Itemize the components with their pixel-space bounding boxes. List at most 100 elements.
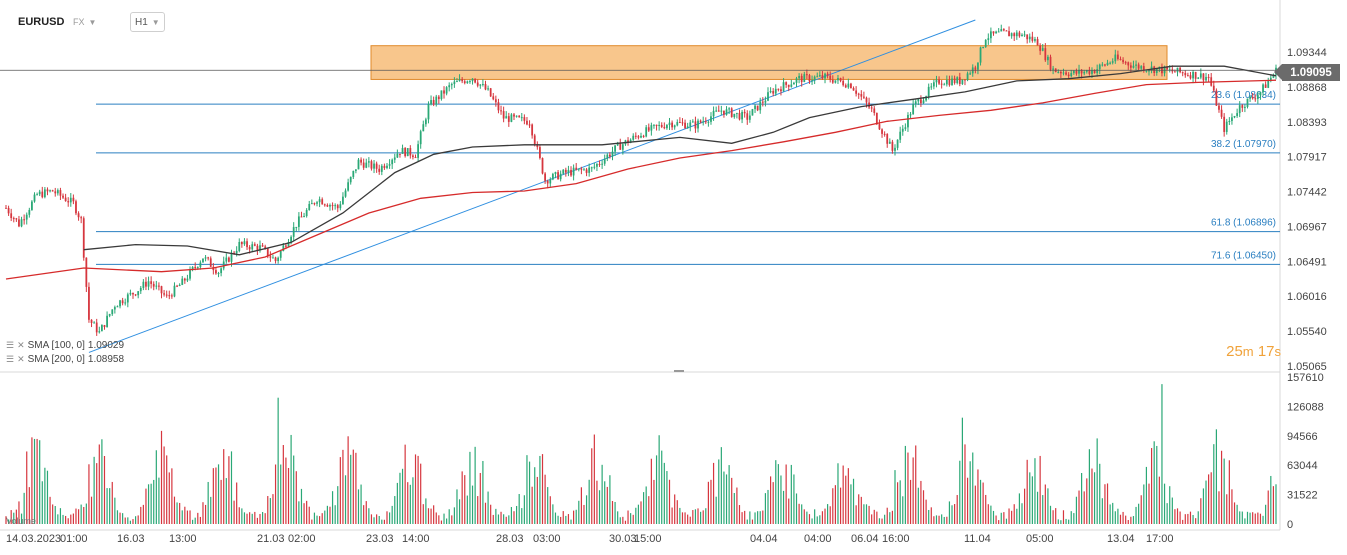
candle-body <box>362 162 365 168</box>
candle-body <box>837 78 839 81</box>
candle-body <box>383 165 386 168</box>
candle-body <box>227 257 230 262</box>
candle-body <box>585 169 588 173</box>
candle-body <box>458 79 461 82</box>
candle-body <box>982 46 985 48</box>
time-tick-label: 11.04 <box>964 533 991 545</box>
candle-body <box>1116 54 1119 60</box>
candle-body <box>666 125 668 129</box>
candle-body <box>1129 65 1132 68</box>
candle-body <box>518 115 521 118</box>
volume-indicator-label[interactable]: Volume <box>6 516 36 526</box>
candle-body <box>767 92 769 101</box>
candle-body <box>756 105 759 111</box>
candle-body <box>46 189 49 192</box>
candle-body <box>409 148 412 156</box>
price-tick-label: 1.05065 <box>1287 361 1327 373</box>
candle-body <box>997 31 1000 33</box>
time-tick-label: 02:00 <box>288 533 316 545</box>
countdown-min-unit: m <box>1242 344 1254 359</box>
candle-body <box>85 257 88 287</box>
candle-body <box>995 31 997 34</box>
candle-body <box>108 314 111 316</box>
candle-body <box>886 134 889 144</box>
candle-body <box>1096 69 1099 74</box>
candle-body <box>546 180 549 184</box>
candle-body <box>75 201 77 214</box>
fib-level-label: 38.2 (1.07970) <box>1211 139 1276 150</box>
candle-body <box>12 218 15 220</box>
candle-body <box>165 294 168 296</box>
market-label: FX <box>73 17 85 27</box>
candle-body <box>831 79 834 83</box>
candle-body <box>686 126 689 129</box>
time-tick-label: 03:00 <box>533 533 561 545</box>
candle-body <box>927 86 930 97</box>
candle-body <box>1225 121 1228 132</box>
candle-body <box>808 75 811 82</box>
candle-body <box>536 144 539 148</box>
candle-body <box>761 101 764 103</box>
candle-body <box>1036 39 1039 46</box>
settings-icon[interactable]: ☰ <box>6 340 15 350</box>
price-tick-label: 1.06016 <box>1287 291 1327 303</box>
candle-body <box>303 216 305 218</box>
candle-body <box>80 217 83 219</box>
candle-body <box>7 207 10 214</box>
candle-body <box>365 162 368 168</box>
candle-body <box>349 176 352 183</box>
indicator-sma100[interactable]: ☰ ✕ SMA [100, 0] 1.09029 <box>6 340 124 351</box>
symbol-label[interactable]: EURUSD <box>18 16 65 28</box>
candle-body <box>160 286 163 294</box>
candle-body <box>583 169 585 171</box>
candle-body <box>342 196 344 205</box>
candle-body <box>528 124 531 126</box>
close-icon[interactable]: ✕ <box>17 340 25 350</box>
timeframe-dropdown[interactable]: H1 ▼ <box>130 12 165 32</box>
candle-body <box>888 141 891 144</box>
candle-body <box>1000 29 1003 32</box>
candle-body <box>463 81 466 84</box>
indicator-value: 1.09029 <box>87 340 125 351</box>
market-dropdown-icon: ▼ <box>88 17 97 27</box>
candle-body <box>217 273 220 275</box>
time-tick-label: 05:00 <box>1026 533 1054 545</box>
settings-icon[interactable]: ☰ <box>6 354 15 364</box>
candle-body <box>1070 73 1073 77</box>
candle-body <box>598 163 601 165</box>
candle-body <box>660 124 663 127</box>
candle-body <box>453 81 456 85</box>
candle-body <box>82 218 85 258</box>
candle-body <box>1137 64 1140 69</box>
candle-body <box>502 111 505 119</box>
candle-body <box>730 108 733 117</box>
candle-body <box>554 172 557 174</box>
candle-body <box>733 113 736 117</box>
candle-body <box>419 131 422 145</box>
market-type[interactable]: FX ▼ <box>73 14 96 30</box>
indicator-sma200[interactable]: ☰ ✕ SMA [200, 0] 1.08958 <box>6 354 124 365</box>
time-tick-label: 04.04 <box>750 533 778 545</box>
candle-body <box>650 125 653 131</box>
candle-body <box>925 96 928 101</box>
candle-body <box>839 78 842 81</box>
candle-body <box>339 204 342 209</box>
candle-body <box>894 147 896 151</box>
candle-body <box>883 133 886 135</box>
candle-body <box>147 281 150 287</box>
candle-body <box>989 31 992 39</box>
candle-body <box>139 287 142 292</box>
candle-body <box>847 83 850 88</box>
candle-body <box>1207 76 1210 78</box>
candle-body <box>181 278 184 285</box>
candle-body <box>1067 74 1070 77</box>
candle-body <box>476 82 479 86</box>
close-icon[interactable]: ✕ <box>17 354 25 364</box>
candle-body <box>844 85 847 88</box>
candle-body <box>209 258 212 267</box>
candle-body <box>100 325 103 332</box>
candle-body <box>126 294 129 303</box>
candle-body <box>1109 62 1112 64</box>
candle-body <box>909 114 912 116</box>
